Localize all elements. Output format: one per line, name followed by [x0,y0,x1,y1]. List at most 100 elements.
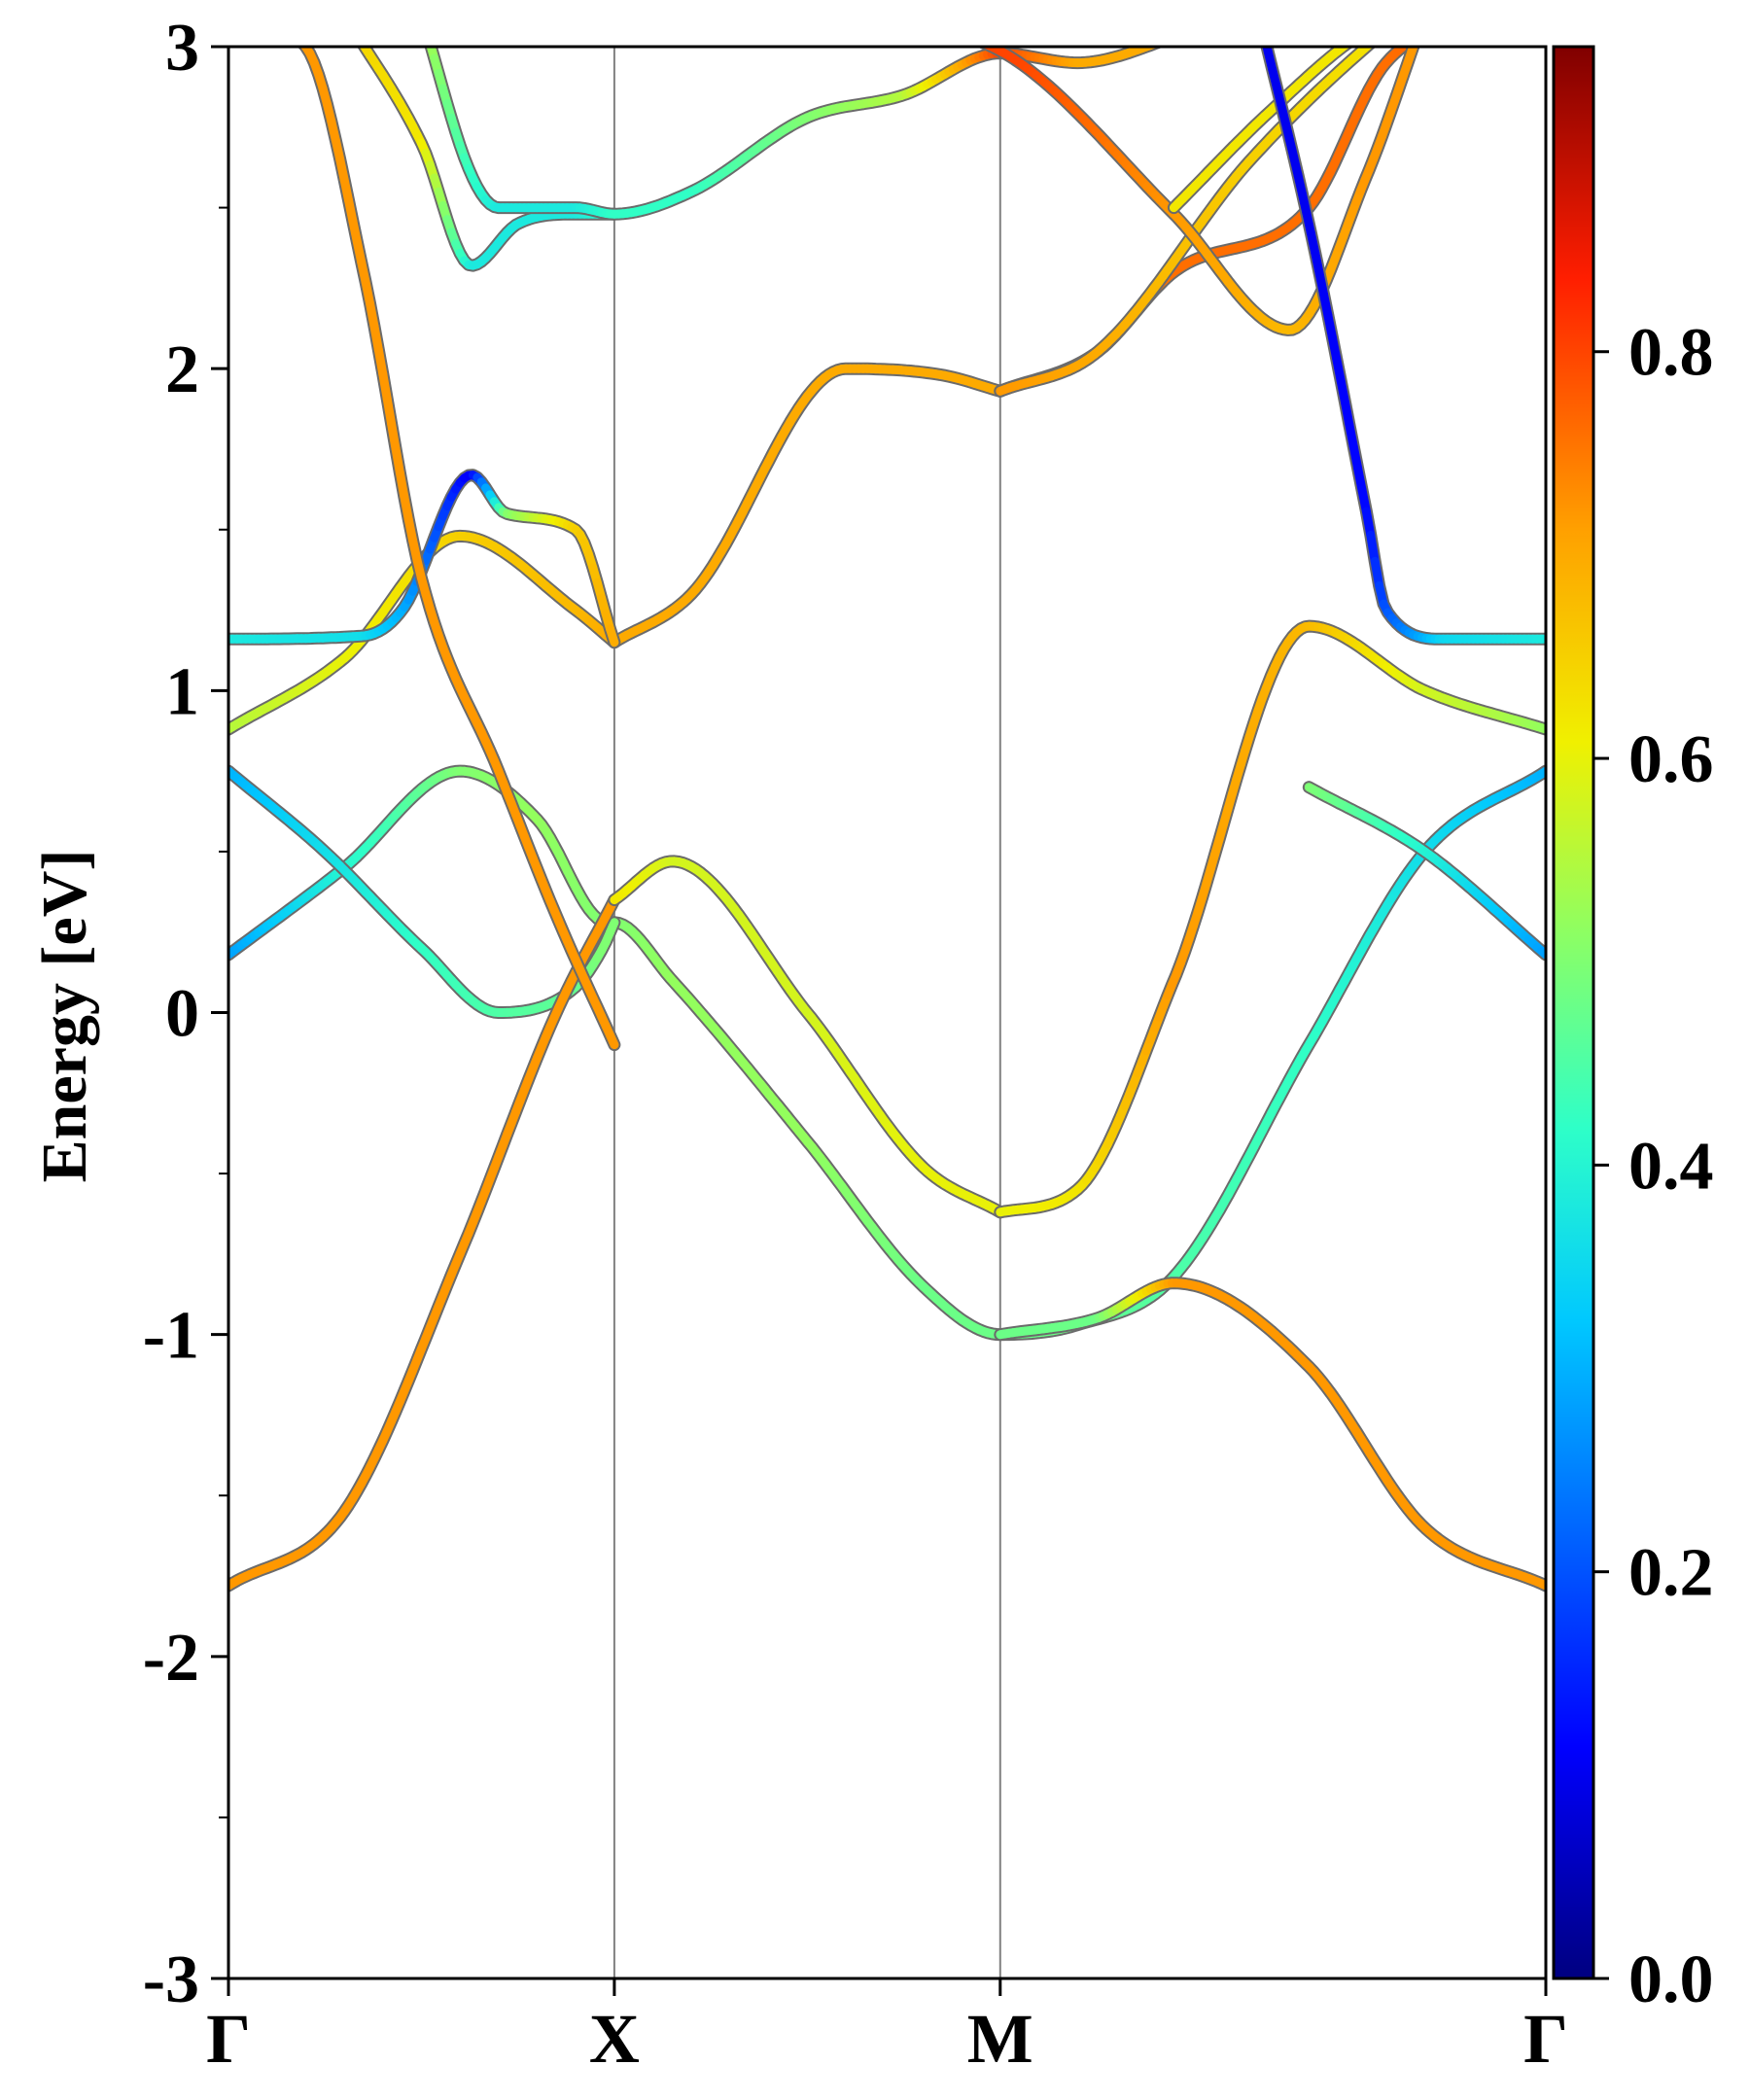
band-segment [262,20,266,21]
band-segment [1364,47,1374,50]
band-segment [1420,0,1424,3]
band-segment [967,37,971,39]
band-segment [1359,32,1363,35]
band-segment [947,29,951,31]
y-tick-label: 1 [165,654,199,729]
band-6 [994,1277,1546,1592]
band-segment [1374,38,1378,42]
band-segment [1168,38,1172,40]
band-segment [981,47,994,51]
band-segment [237,17,241,18]
band-segment [271,22,275,24]
y-axis-title: Energy [eV] [29,850,100,1183]
band-outline [228,764,621,1019]
band-4 [608,855,1007,1219]
y-tick-label: 2 [165,332,199,407]
band-segment [1163,39,1167,41]
band-outline [297,47,621,1052]
band-segment [1417,3,1420,6]
band-segment [955,32,959,34]
band-segment [1145,47,1158,51]
colorbar-tick-label: 0.2 [1628,1536,1714,1611]
band-segment [289,30,293,33]
band-segment [1442,27,1446,28]
band-segment [280,25,284,27]
band-3 [228,893,621,1592]
band-segment [1472,22,1476,23]
band-segment [1378,34,1382,38]
colorbar-tick-label: 0.6 [1628,722,1714,797]
band-segment [241,17,245,18]
band-segment [1395,19,1399,23]
band-segment [255,18,259,19]
band-segment [1176,35,1180,37]
band-segment [1437,0,1441,1]
band-segment [1407,47,1418,55]
band-segment [1412,38,1417,41]
band-segment [1408,10,1412,13]
band-segment [1404,47,1411,49]
band-outline [608,362,1007,649]
band-segment [1451,26,1454,27]
band-segment [1255,0,1259,18]
band-segment [1382,30,1385,34]
colorbar-tick-label: 0.8 [1628,316,1714,391]
band-segment [1463,23,1467,24]
band-segment [904,15,908,17]
band-segment [942,28,946,29]
band-segment [1412,6,1417,9]
band-segment [1433,30,1437,31]
band-segment [1399,17,1403,20]
band-segment [912,18,916,19]
band-segment [1417,36,1420,38]
band-1 [228,764,621,1019]
band-segment [960,34,963,36]
band-13 [994,15,1502,398]
band-segment [1485,18,1488,19]
band-segment [1403,13,1407,17]
band-segment [1497,15,1502,17]
band-segment [1417,26,1420,39]
band-segment [976,40,980,42]
colorbar [1552,45,1595,1980]
y-tick-label: 0 [165,977,199,1052]
band-segment [1412,9,1417,11]
colorbar-ticks: 0.0 0.2 0.4 0.6 0.8 [1593,316,1714,2017]
band-segment [1159,41,1163,43]
band-segment [259,19,262,20]
band-segment [1420,15,1424,26]
x-tick-label: M [967,2000,1033,2078]
band-segment [1481,20,1485,21]
band-segment [1420,34,1424,36]
band-outline [608,855,1007,1219]
band-segment [1385,18,1389,20]
band-segment [1366,530,1380,566]
band-segment [1355,35,1360,38]
band-outline [1167,47,1354,215]
band-segment [921,21,925,23]
band-segment [1403,12,1407,14]
band-segment [1468,22,1472,23]
band-segment [1151,47,1160,49]
band-segment [353,28,357,35]
band-segment [1433,2,1438,3]
band-segment [1446,26,1450,27]
y-tick-label: 3 [165,11,199,86]
band-segment [1438,28,1442,29]
band-segment [926,22,929,24]
band-segment [1343,47,1351,49]
band-segment [1350,38,1354,41]
band-outline [357,47,621,272]
band-segment [938,27,942,28]
band-segment [232,16,236,17]
band-11 [353,28,621,272]
band-segment [427,47,433,48]
band-segment [1394,15,1398,17]
y-axis: -3 -2 -1 0 1 2 3 [143,11,228,2017]
band-segment [1382,20,1385,22]
band-segment [1389,17,1394,18]
band-segment [293,34,298,38]
x-tick-label: X [589,2000,640,2078]
colorbar-tick-label: 0.4 [1628,1129,1714,1204]
band-segment [1386,27,1390,31]
